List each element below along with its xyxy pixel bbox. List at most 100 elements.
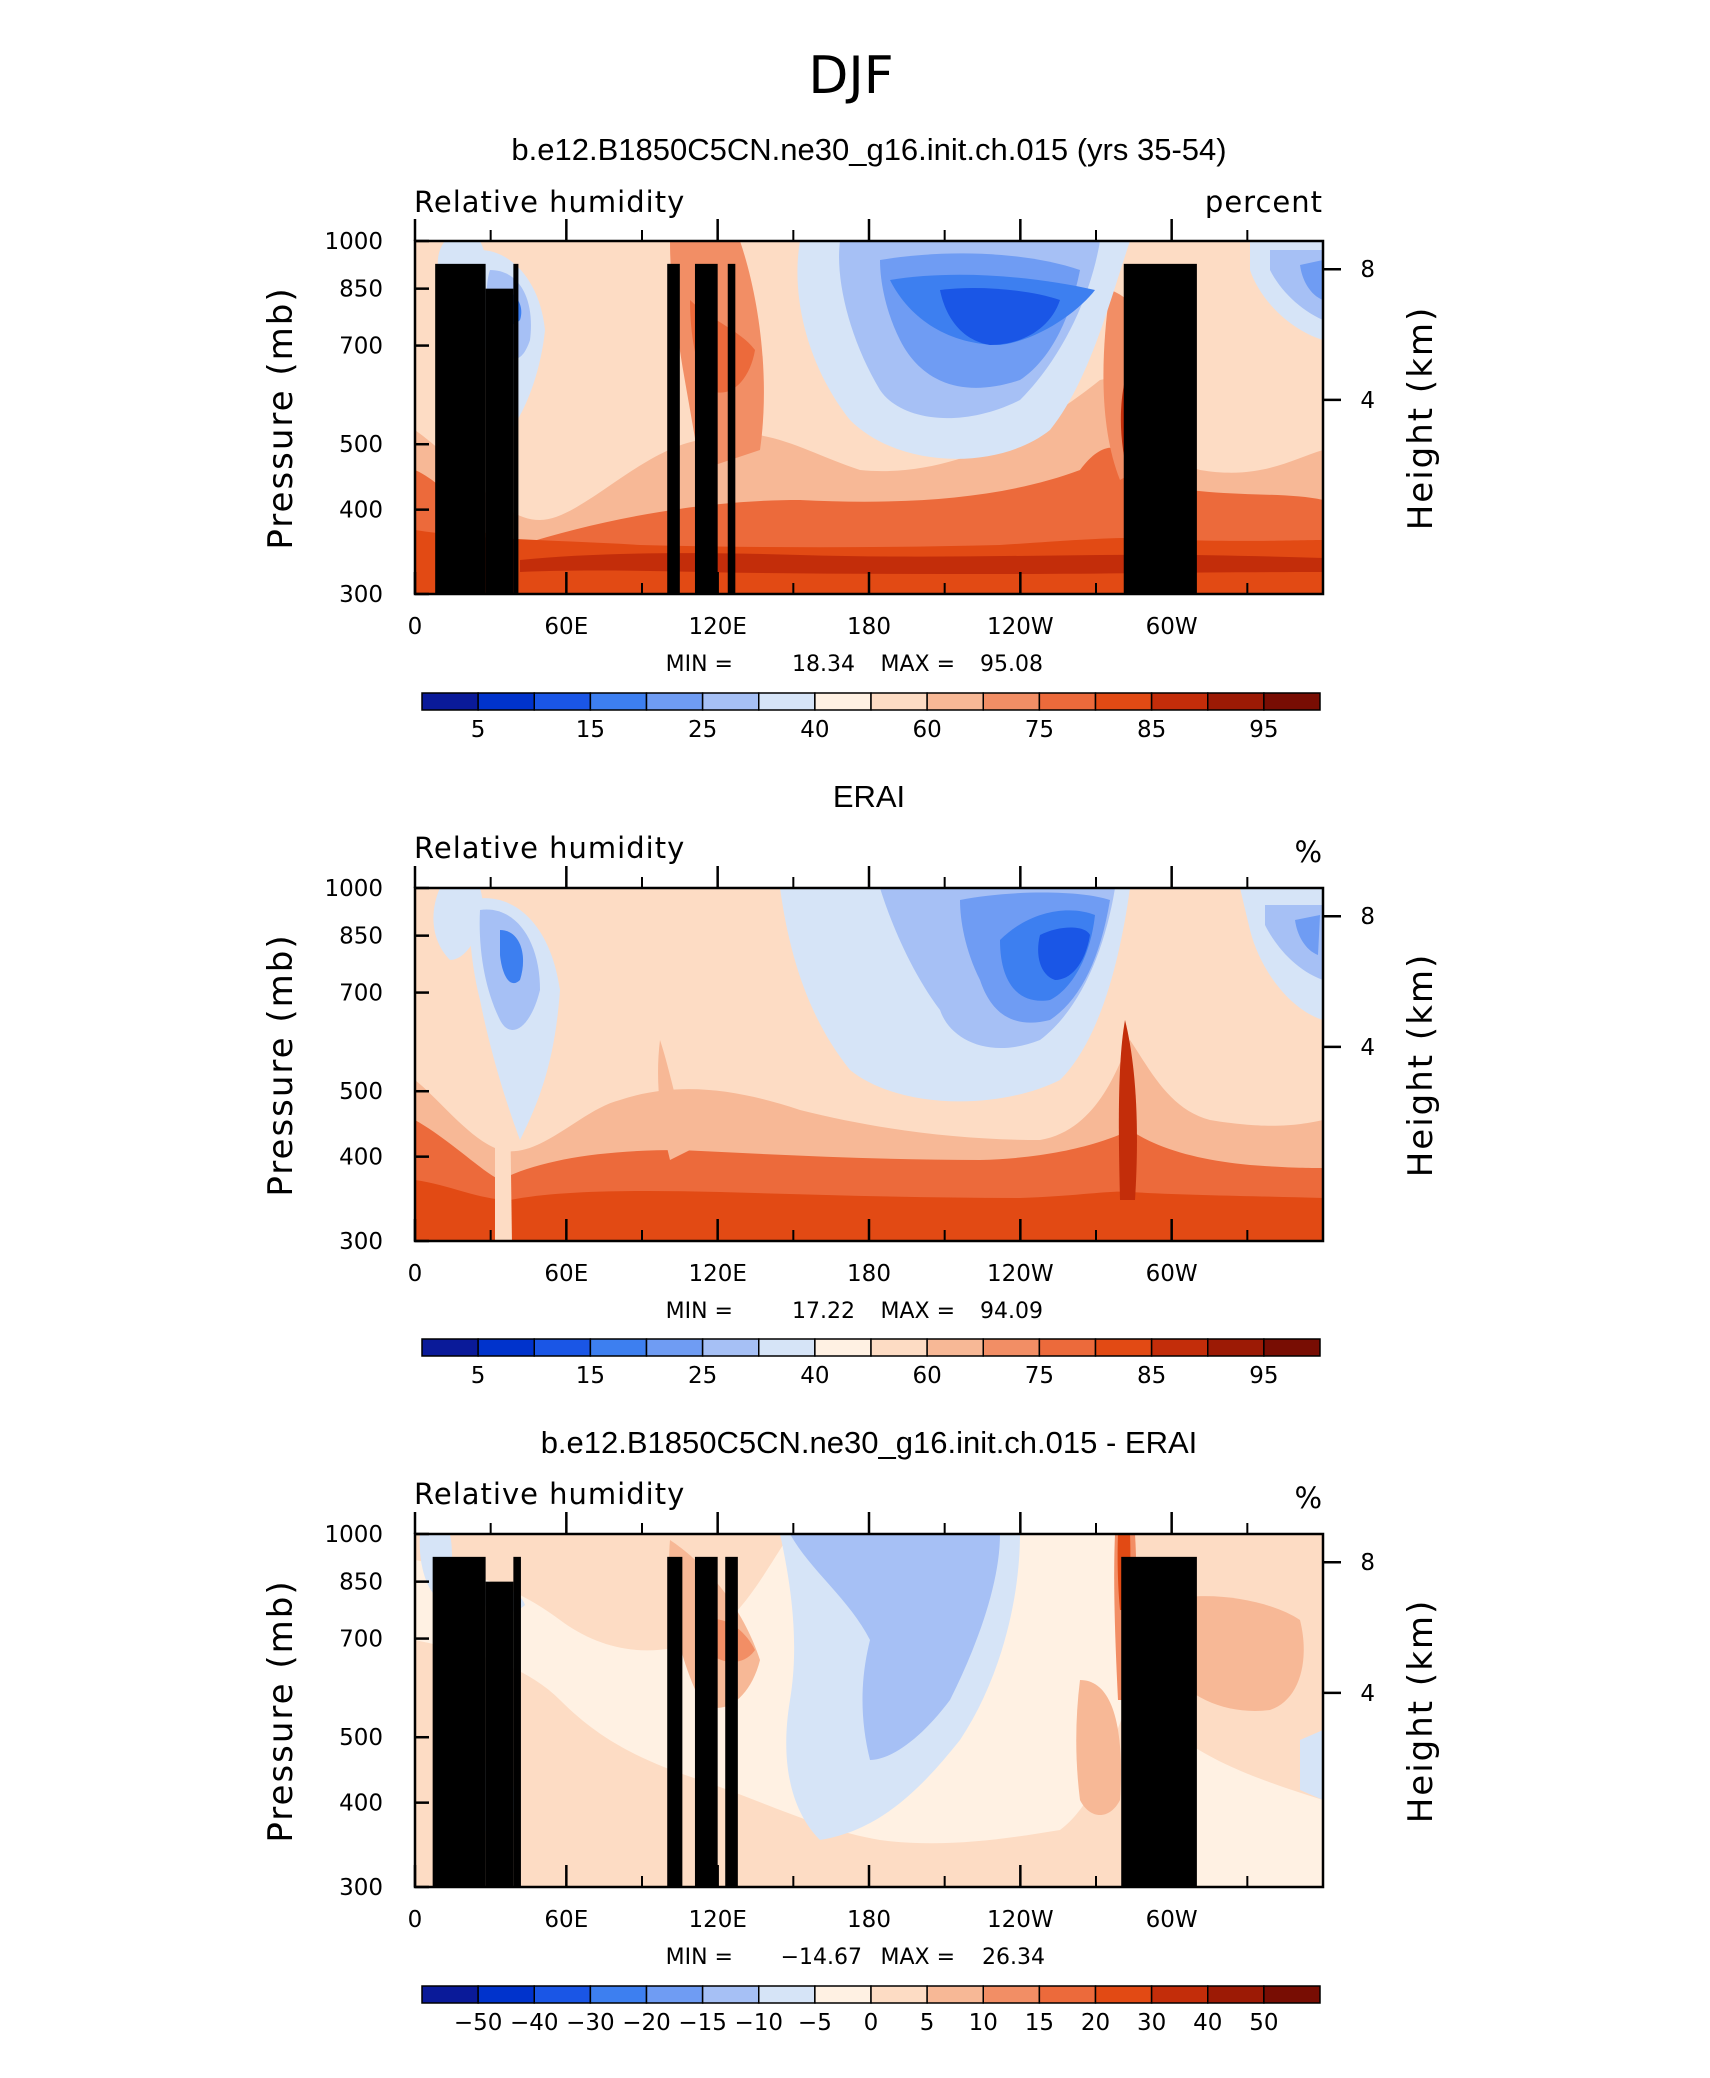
y-tick-label: 850: [339, 277, 383, 303]
colorbar-swatch: [1207, 1338, 1265, 1357]
y-tick-label: 850: [339, 924, 383, 950]
max-value: 94.09: [980, 1299, 1043, 1324]
y-tick-label: 400: [339, 1145, 383, 1171]
y-tick-label: 300: [339, 1875, 383, 1901]
colorbar-swatch: [926, 692, 984, 711]
min-label: MIN =: [666, 652, 733, 677]
colorbar-label: −5: [798, 2010, 832, 2036]
colorbar-swatch: [589, 1985, 648, 2004]
y-tick-label: 850: [339, 1570, 383, 1596]
panel-difference: b.e12.B1850C5CN.ne30_g16.init.ch.015 - E…: [261, 1425, 1441, 2036]
colorbar-swatch: [926, 1985, 984, 2004]
colorbar-swatch: [758, 1338, 816, 1357]
panel-erai: ERAI Relative humidity %: [261, 779, 1441, 1389]
axes: 0 60E 120E 180 120W 60W 300 400 500 700 850 1000 8 4: [324, 219, 1375, 640]
colorbar-swatch: [1207, 692, 1265, 711]
colorbar-swatch: [1150, 692, 1209, 711]
colorbar-label: 75: [1025, 1363, 1054, 1389]
panel-units-label: percent: [1205, 185, 1323, 219]
colorbar-label: 15: [1025, 2010, 1054, 2036]
stats-line: MIN = 17.22 MAX = 94.09: [666, 1299, 1043, 1324]
colorbar-label: 25: [688, 1363, 717, 1389]
colorbar-swatch: [1263, 692, 1321, 711]
colorbar-label: 0: [864, 2010, 879, 2036]
y-tick-label: 500: [339, 432, 383, 458]
colorbar-label: 40: [800, 1363, 829, 1389]
y-axis-right-title: Height (km): [1401, 953, 1441, 1178]
colorbar-label: −40: [510, 2010, 559, 2036]
panel-left-label: Relative humidity: [414, 185, 685, 219]
colorbar-label: 10: [969, 2010, 998, 2036]
axes: 0 60E 120E 180 120W 60W 300 400 500 700 850 1000 8 4: [324, 1512, 1375, 1933]
y-axis-right-title: Height (km): [1401, 306, 1441, 531]
colorbar-swatch: [758, 1985, 816, 2004]
colorbar-swatch: [533, 692, 592, 711]
colorbar-swatch: [870, 692, 928, 711]
colorbar-swatch: [589, 692, 648, 711]
colorbar-swatch: [477, 1985, 535, 2004]
x-tick-label: 60W: [1146, 1907, 1198, 1933]
colorbar-swatch: [477, 1338, 535, 1357]
y-tick-label: 300: [339, 1229, 383, 1255]
colorbar-label: −20: [622, 2010, 671, 2036]
y-right-tick-label: 8: [1360, 257, 1375, 283]
panel-units-label: %: [1294, 835, 1323, 869]
colorbar-swatch: [1263, 1338, 1321, 1357]
y-tick-label: 500: [339, 1079, 383, 1105]
topography-block: [435, 263, 486, 594]
colorbar-label: −30: [566, 2010, 615, 2036]
colorbar-swatch: [814, 692, 872, 711]
topography-block: [694, 1556, 718, 1887]
x-tick-label: 60E: [544, 614, 588, 640]
y-axis-title: Pressure (mb): [261, 286, 301, 549]
x-tick-label: 120W: [987, 1907, 1054, 1933]
x-tick-label: 120W: [987, 1261, 1054, 1287]
colorbar-swatch: [926, 1338, 984, 1357]
panel-title: b.e12.B1850C5CN.ne30_g16.init.ch.015 (yr…: [511, 132, 1226, 167]
colorbar-label: 15: [576, 717, 605, 743]
colorbar-swatch: [982, 692, 1041, 711]
colorbar-swatch: [421, 692, 479, 711]
colorbar: −50 −40 −30 −20 −15 −10 −5 0 5 10 15 20 30 40 50: [421, 1985, 1321, 2036]
y-tick-label: 700: [339, 1627, 383, 1653]
x-tick-label: 120E: [688, 1907, 746, 1933]
colorbar-label: 5: [920, 2010, 935, 2036]
y-tick-label: 500: [339, 1725, 383, 1751]
x-tick-label: 180: [847, 1261, 891, 1287]
colorbar-label: 60: [912, 717, 941, 743]
x-tick-label: 60W: [1146, 1261, 1198, 1287]
max-value: 95.08: [980, 652, 1043, 677]
panel-units-label: %: [1294, 1481, 1323, 1515]
min-value: 18.34: [792, 652, 855, 677]
colorbar-swatch: [814, 1338, 872, 1357]
colorbar-swatch: [1150, 1338, 1209, 1357]
colorbar-label: 85: [1137, 717, 1166, 743]
topography-block: [727, 263, 736, 594]
y-right-tick-label: 4: [1360, 388, 1375, 414]
colorbar-swatch: [533, 1338, 592, 1357]
y-tick-label: 700: [339, 981, 383, 1007]
panel-title: b.e12.B1850C5CN.ne30_g16.init.ch.015 - E…: [541, 1425, 1198, 1460]
colorbar-swatch: [1094, 1338, 1153, 1357]
x-tick-label: 120E: [688, 614, 746, 640]
colorbar-label: 75: [1025, 717, 1054, 743]
figure-title: DJF: [808, 46, 893, 106]
colorbar-label: 15: [576, 1363, 605, 1389]
topography-block: [485, 288, 514, 594]
y-tick-label: 400: [339, 1791, 383, 1817]
colorbar-swatch: [645, 1338, 704, 1357]
colorbar-label: 25: [688, 717, 717, 743]
x-tick-label: 180: [847, 1907, 891, 1933]
colorbar-swatch: [701, 1985, 760, 2004]
max-label: MAX =: [880, 1299, 955, 1324]
panel-title: ERAI: [833, 779, 905, 814]
panel-left-label: Relative humidity: [414, 1477, 685, 1511]
colorbar-swatch: [1038, 1338, 1097, 1357]
topography-block: [485, 1581, 514, 1887]
colorbar-swatch: [982, 1985, 1041, 2004]
colorbar-swatch: [701, 1338, 760, 1357]
x-tick-label: 120E: [688, 1261, 746, 1287]
x-tick-label: 60W: [1146, 614, 1198, 640]
colorbar-label: 60: [912, 1363, 941, 1389]
